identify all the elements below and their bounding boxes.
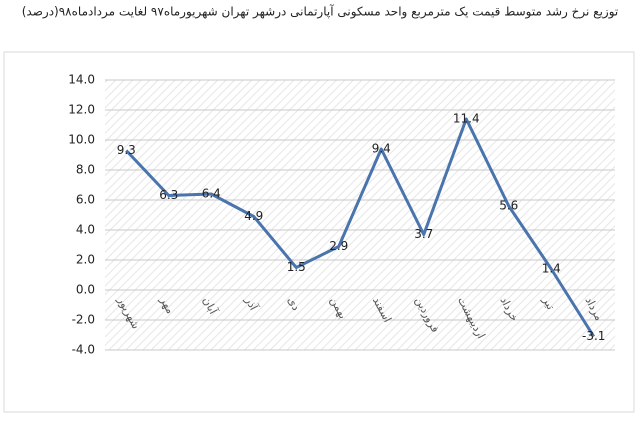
y-tick-label: 0.0: [76, 283, 95, 297]
data-label: 6.4: [202, 187, 221, 201]
data-label: 9.4: [372, 142, 391, 156]
y-tick-label: 6.0: [76, 193, 95, 207]
data-label: 2.9: [329, 239, 348, 253]
chart-title: توزیع نرخ رشد متوسط قیمت یک مترمربع واحد…: [22, 4, 619, 20]
chart-frame: [3, 51, 635, 413]
y-tick-label: -4.0: [72, 343, 95, 357]
plot-area: [105, 80, 615, 350]
x-tick-label: دی: [285, 295, 303, 313]
data-label: 5.6: [499, 199, 518, 213]
y-tick-label: 2.0: [76, 253, 95, 267]
data-label: 11.4: [453, 112, 480, 126]
data-label: 1.5: [287, 260, 306, 274]
data-line: [125, 117, 596, 338]
data-label: -3.1: [582, 329, 605, 343]
data-label: 3.7: [414, 227, 433, 241]
data-label: 9.3: [117, 143, 136, 157]
y-tick-label: 12.0: [68, 103, 95, 117]
y-tick-label: 8.0: [76, 163, 95, 177]
y-tick-label: 4.0: [76, 223, 95, 237]
y-tick-label: 14.0: [68, 73, 95, 87]
data-label: 1.4: [542, 262, 561, 276]
y-tick-label: 10.0: [68, 133, 95, 147]
x-tick-label: تیر: [539, 294, 557, 312]
data-label: 4.9: [244, 209, 263, 223]
y-tick-label: -2.0: [72, 313, 95, 327]
data-label: 6.3: [159, 188, 178, 202]
